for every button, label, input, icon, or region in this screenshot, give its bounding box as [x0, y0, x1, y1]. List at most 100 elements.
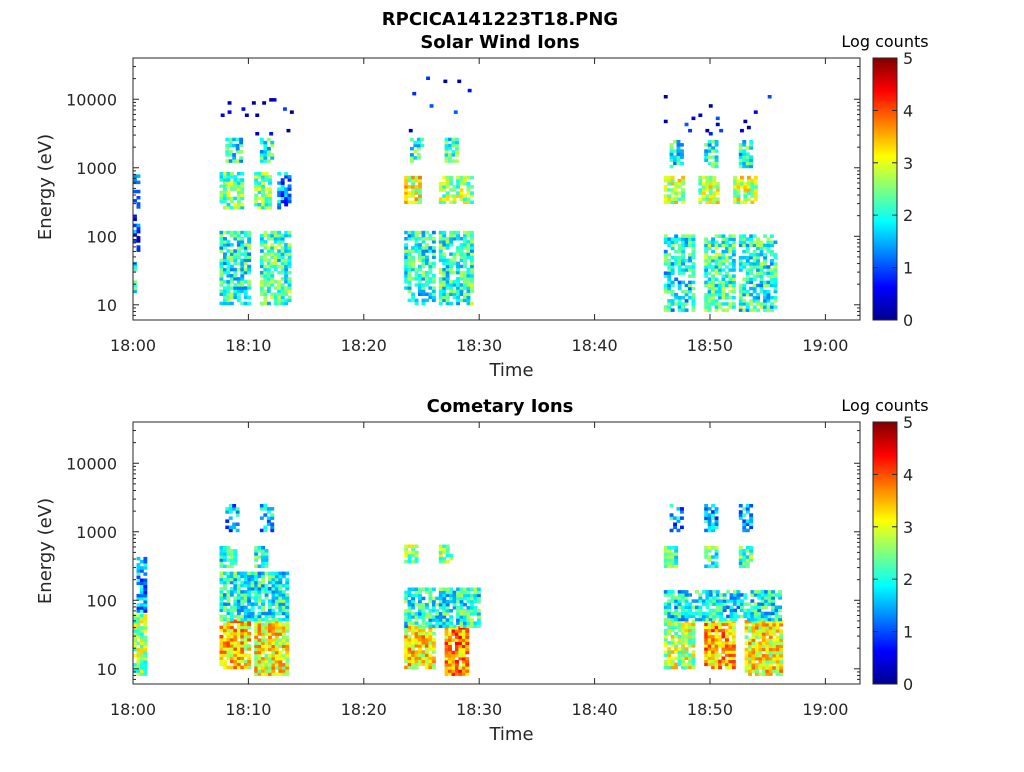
heatmap-cell: [704, 302, 709, 306]
heatmap-cell: [691, 605, 696, 609]
heatmap-cell: [223, 286, 227, 290]
heatmap-cell: [425, 270, 429, 275]
heatmap-cell: [758, 635, 763, 639]
x-tick-label: 19:00: [802, 336, 848, 355]
heatmap-cell: [278, 611, 283, 616]
heatmap-cell: [755, 641, 759, 645]
heatmap-cell: [412, 91, 417, 96]
colorbar-tick-label: 4: [903, 465, 913, 484]
heatmap-cell: [261, 629, 265, 633]
heatmap-cell: [442, 188, 447, 192]
colorbar-tick-label: 2: [903, 206, 913, 225]
heatmap-cell: [438, 233, 443, 238]
heatmap-cell: [271, 650, 276, 655]
heatmap-cell: [143, 587, 148, 592]
heatmap-cell: [719, 611, 724, 616]
heatmap-cell: [775, 641, 780, 645]
heatmap-cell: [261, 552, 265, 556]
heatmap-cell: [136, 556, 141, 561]
heatmap-cell: [438, 258, 443, 263]
heatmap-cell: [463, 587, 467, 591]
heatmap-cell: [243, 230, 248, 235]
heatmap-cell: [669, 143, 674, 147]
heatmap-cell: [688, 243, 692, 248]
heatmap-cell: [414, 665, 419, 670]
heatmap-cell: [266, 510, 271, 514]
heatmap-cell: [461, 650, 466, 655]
heatmap-cell: [749, 549, 754, 553]
heatmap-cell: [413, 150, 418, 154]
heatmap-cell: [404, 628, 409, 633]
heatmap-cell: [451, 666, 456, 670]
heatmap-cell: [404, 252, 409, 256]
heatmap-cell: [746, 608, 751, 613]
heatmap-cell: [705, 175, 710, 180]
heatmap-cell: [266, 516, 271, 520]
heatmap-cell: [254, 184, 259, 188]
heatmap-cell: [674, 277, 679, 281]
heatmap-cell: [452, 289, 457, 293]
heatmap-cell: [226, 255, 231, 259]
heatmap-cell: [761, 672, 766, 676]
heatmap-cell: [455, 153, 459, 157]
heatmap-cell: [465, 635, 470, 639]
heatmap-cell: [775, 666, 780, 670]
heatmap-cell: [755, 623, 759, 627]
heatmap-cell: [731, 650, 736, 654]
heatmap-cell: [226, 644, 231, 648]
heatmap-cell: [742, 143, 747, 147]
y-tick-label: 1000: [76, 523, 117, 542]
heatmap-cell: [731, 274, 736, 278]
heatmap-cell: [751, 635, 756, 639]
heatmap-cell: [704, 638, 709, 642]
heatmap-cell: [750, 617, 755, 622]
heatmap-cell: [414, 243, 419, 247]
heatmap-cell: [233, 659, 238, 664]
heatmap-cell: [407, 233, 412, 238]
heatmap-cell: [233, 283, 238, 287]
heatmap-cell: [277, 187, 282, 191]
heatmap-cell: [725, 631, 729, 636]
heatmap-cell: [259, 140, 264, 145]
heatmap-cell: [463, 286, 467, 290]
heatmap-cell: [266, 146, 271, 151]
heatmap-cell: [418, 656, 422, 660]
heatmap-cell: [285, 596, 290, 600]
heatmap-cell: [257, 546, 262, 550]
heatmap-cell: [404, 559, 409, 564]
heatmap-cell: [270, 249, 275, 253]
heatmap-cell: [404, 243, 409, 247]
heatmap-cell: [712, 178, 717, 183]
heatmap-cell: [726, 605, 730, 609]
heatmap-cell: [414, 593, 419, 598]
heatmap-cell: [667, 561, 672, 565]
heatmap-cell: [445, 612, 450, 616]
heatmap-cell: [247, 233, 252, 238]
heatmap-cell: [254, 587, 259, 591]
heatmap-cell: [752, 277, 757, 281]
heatmap-cell: [722, 596, 727, 600]
heatmap-cell: [736, 590, 741, 594]
heatmap-cell: [229, 631, 234, 636]
heatmap-cell: [418, 188, 422, 192]
heatmap-cell: [749, 143, 754, 147]
heatmap-cell: [273, 261, 278, 266]
heatmap-cell: [715, 182, 720, 186]
heatmap-cell: [725, 292, 729, 297]
y-tick-label: 1000: [76, 159, 117, 178]
heatmap-cell: [404, 178, 409, 183]
heatmap-cell: [226, 274, 231, 278]
heatmap-cell: [708, 599, 713, 603]
heatmap-cell: [451, 140, 456, 145]
heatmap-cell: [442, 197, 447, 201]
x-tick-label: 19:00: [802, 700, 848, 719]
heatmap-cell: [670, 280, 675, 285]
heatmap-cell: [243, 270, 248, 275]
heatmap-cell: [233, 178, 238, 182]
heatmap-cell: [670, 555, 675, 559]
heatmap-cell: [247, 283, 252, 287]
heatmap-cell: [407, 280, 412, 284]
y-tick-label: 100: [86, 591, 117, 610]
heatmap-cell: [688, 611, 692, 616]
heatmap-cell: [428, 665, 433, 670]
